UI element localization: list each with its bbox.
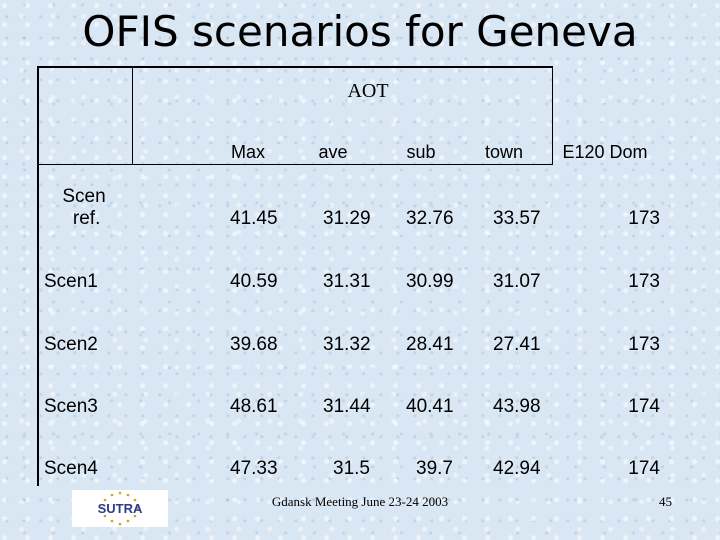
table-cell: 47.33 (230, 458, 278, 479)
table-cell: 31.31 (323, 271, 371, 292)
column-header-ave: ave (318, 142, 348, 162)
row-label-scen-ref: Scen ref. (62, 186, 106, 229)
table-cell: 40.41 (406, 396, 454, 417)
row-label-scen3: Scen3 (44, 396, 98, 417)
table-cell: 33.57 (493, 208, 541, 229)
column-header-sub: sub (406, 142, 436, 162)
table-cell: 174 (628, 396, 660, 417)
table-cell: 27.41 (493, 334, 541, 355)
table-cell: 31.44 (323, 396, 371, 417)
table-cell: 32.76 (406, 208, 454, 229)
table-cell: 39.7 (416, 458, 453, 479)
table-cell: 31.07 (493, 271, 541, 292)
table-cell: 174 (628, 458, 660, 479)
table-cell: 41.45 (230, 208, 278, 229)
row-label-scen1: Scen1 (44, 271, 98, 292)
column-header-e120-dom: E120 Dom (562, 142, 648, 162)
table-cell: 39.68 (230, 334, 278, 355)
table-cell: 40.59 (230, 271, 278, 292)
table-cell: 31.5 (333, 458, 370, 479)
logo-star-ring-icon (100, 491, 140, 526)
sutra-logo-graphic: SUTRA (98, 491, 143, 526)
table-cell: 42.94 (493, 458, 541, 479)
table-cell: 48.61 (230, 396, 278, 417)
column-header-town: town (484, 142, 524, 162)
row-label-scen4: Scen4 (44, 458, 98, 479)
table-border-left (37, 66, 39, 486)
page-number: 45 (659, 494, 672, 509)
logo-wordmark: SUTRA (98, 501, 143, 516)
sutra-logo: SUTRA (72, 490, 168, 527)
table-label-column-divider (132, 66, 133, 165)
footer-meeting-text: Gdansk Meeting June 23-24 2003 (271, 494, 449, 509)
table-cell: 30.99 (406, 271, 454, 292)
group-header-aot: AOT (347, 80, 389, 102)
slide-title: OFIS scenarios for Geneva (82, 7, 638, 56)
table-header-divider (37, 164, 553, 165)
column-header-max: Max (230, 142, 265, 162)
table-cell: 43.98 (493, 396, 541, 417)
table-cell: 28.41 (406, 334, 454, 355)
table-cell: 173 (628, 208, 660, 229)
table-border-right (552, 66, 553, 165)
table-cell: 173 (628, 271, 660, 292)
table-cell: 31.32 (323, 334, 371, 355)
table-border-top (37, 66, 553, 68)
table-cell: 31.29 (323, 208, 371, 229)
table-cell: 173 (628, 334, 660, 355)
row-label-scen2: Scen2 (44, 334, 98, 355)
